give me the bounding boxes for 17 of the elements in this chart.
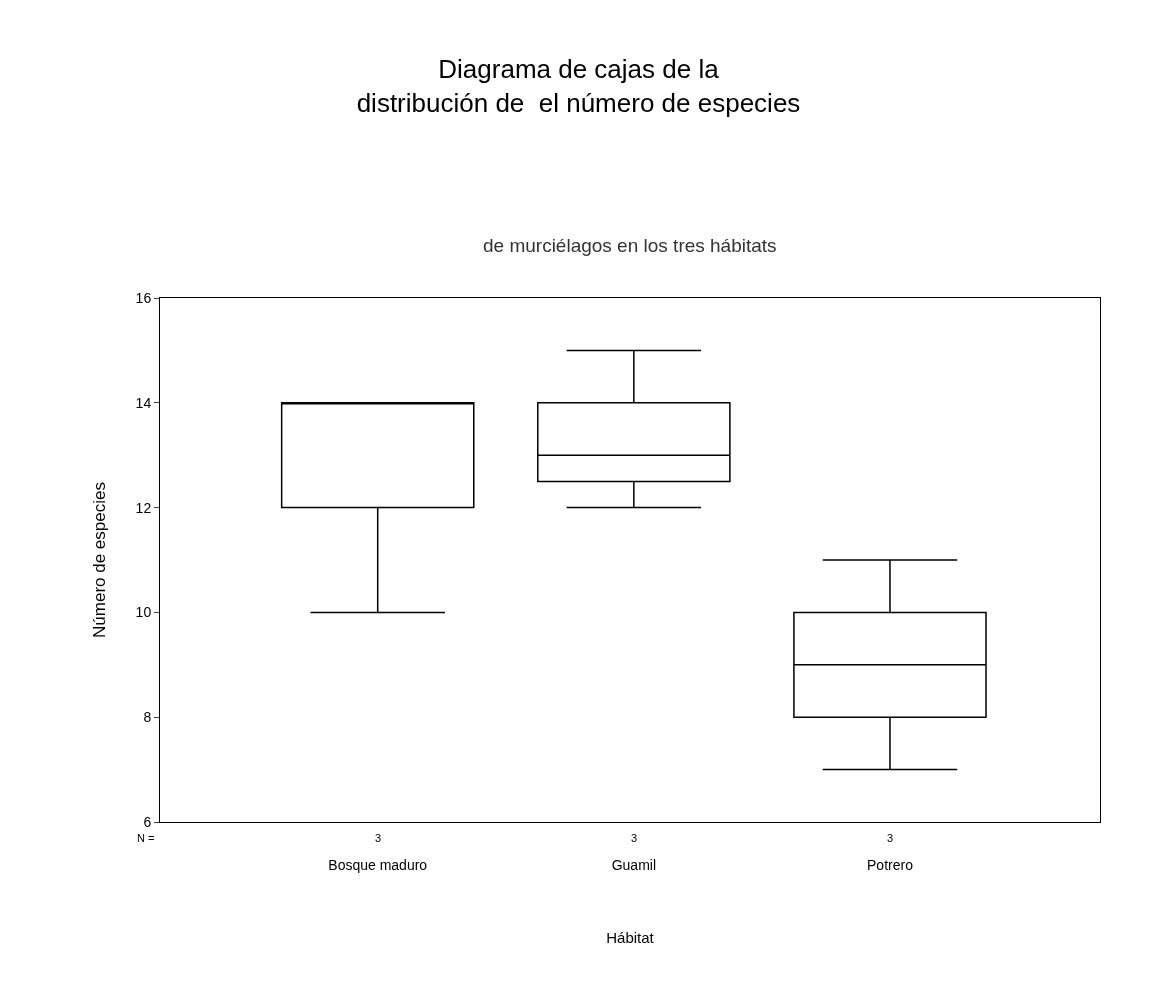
y-tick-label: 6 (143, 813, 152, 830)
y-tick-label: 8 (143, 709, 152, 726)
text: 3 (887, 832, 894, 844)
y-tick-label: 14 (135, 394, 152, 411)
x-tick-label: Potrero (867, 856, 914, 873)
text: 3 (375, 832, 382, 844)
y-tick-label: 10 (135, 604, 152, 621)
chart-title: Diagrama de cajas de la distribución de el número de especies (356, 54, 801, 118)
x-tick-label: Guamil (611, 856, 657, 873)
y-tick-label: 12 (135, 499, 152, 516)
x-axis-title: Hábitat (606, 928, 655, 946)
y-axis-title: Número de especies (90, 482, 110, 638)
text: 3 (631, 832, 638, 844)
text: N = (137, 832, 155, 844)
x-tick-label: Bosque maduro (328, 856, 428, 873)
y-tick-label: 16 (135, 289, 152, 306)
chart-subtitle: de murciélagos en los tres hábitats (483, 235, 777, 256)
